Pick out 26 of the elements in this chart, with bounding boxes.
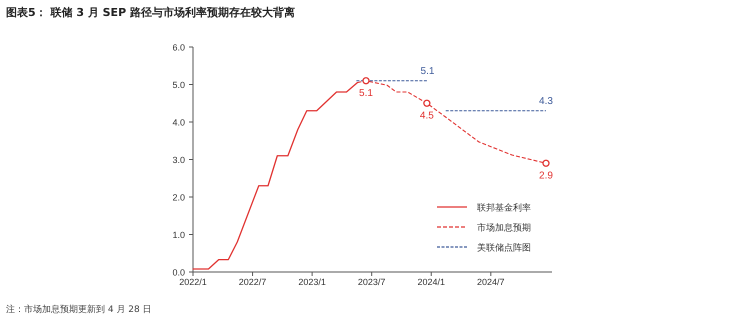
y-tick-label: 4.0 bbox=[172, 118, 185, 128]
legend-label: 美联储点阵图 bbox=[477, 242, 531, 254]
legend-label: 市场加息预期 bbox=[477, 222, 531, 234]
y-tick-label: 1.0 bbox=[172, 230, 185, 240]
x-tick-label: 2023/1 bbox=[298, 277, 326, 287]
x-tick-label: 2024/7 bbox=[477, 277, 505, 287]
annotation: 5.1 bbox=[420, 66, 435, 77]
chart-title: 图表5： 联储 3 月 SEP 路径与市场利率预期存在较大背离 bbox=[6, 6, 295, 19]
text: 注：市场加息预期更新到 4 月 28 日 bbox=[6, 304, 152, 315]
point bbox=[542, 160, 550, 167]
x-tick-label: 2022/7 bbox=[238, 277, 266, 287]
y-tick-label: 0.0 bbox=[172, 268, 185, 278]
legend-label: 联邦基金利率 bbox=[477, 202, 531, 214]
y-tick-label: 6.0 bbox=[172, 42, 185, 52]
annotation: 4.5 bbox=[420, 110, 434, 122]
x-tick-label: 2022/1 bbox=[179, 277, 207, 287]
y-tick-label: 3.0 bbox=[172, 155, 185, 165]
annotation: 2.9 bbox=[539, 170, 554, 182]
y-tick-label: 5.0 bbox=[172, 80, 185, 90]
x-tick-label: 2024/1 bbox=[417, 277, 446, 287]
point bbox=[423, 100, 431, 107]
annotation: 5.1 bbox=[359, 88, 374, 99]
x-tick-label: 2023/7 bbox=[358, 277, 386, 287]
y-tick-label: 2.0 bbox=[172, 192, 185, 202]
point bbox=[362, 77, 370, 84]
annotation: 4.3 bbox=[539, 96, 554, 107]
